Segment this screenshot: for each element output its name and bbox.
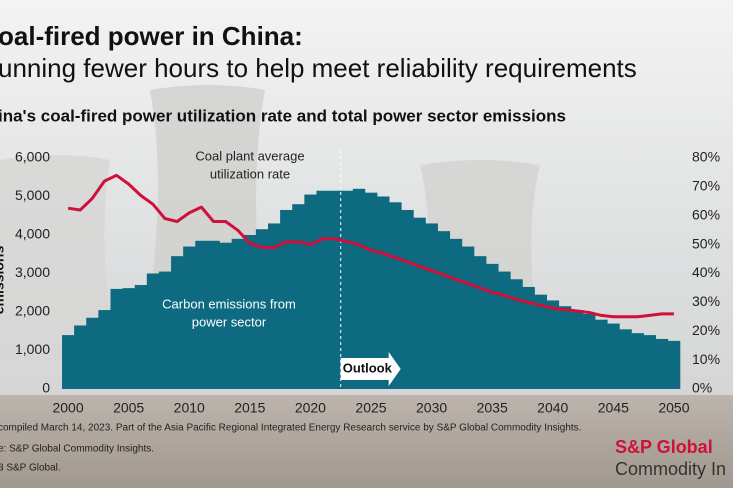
bar [243, 235, 257, 389]
series-label: utilization rate [210, 166, 290, 181]
ground [0, 395, 733, 488]
x-tick-label: 2025 [355, 400, 386, 416]
y2-tick-label: 80% [692, 149, 720, 165]
bar [607, 323, 620, 389]
bar [219, 242, 232, 389]
bar [98, 310, 111, 389]
bar [437, 231, 451, 389]
bar [231, 238, 245, 389]
y-tick-label: 0 [42, 380, 50, 396]
x-tick-label: 2005 [113, 400, 144, 416]
y-tick-label: 5,000 [15, 187, 50, 203]
bar [474, 256, 487, 389]
footer-copyright: 3 S&P Global. [0, 463, 61, 474]
bar [667, 340, 681, 389]
bar [110, 288, 123, 389]
bar [280, 209, 293, 389]
bar [389, 202, 402, 389]
bar [595, 319, 608, 389]
bar [268, 223, 281, 389]
x-tick-label: 2020 [295, 400, 326, 416]
y2-tick-label: 20% [692, 322, 720, 338]
bar [413, 217, 426, 389]
bar [558, 306, 572, 389]
x-tick-label: 2000 [52, 400, 83, 416]
bar [255, 229, 269, 389]
bar [195, 240, 208, 389]
bar [292, 204, 305, 389]
x-tick-label: 2010 [174, 400, 205, 416]
bar [643, 335, 657, 389]
bar [158, 271, 172, 389]
bar [377, 196, 390, 389]
bar [183, 246, 196, 389]
bar [401, 209, 414, 389]
series-label: Carbon emissions from [162, 296, 296, 311]
bar [449, 238, 463, 389]
x-tick-label: 2040 [537, 400, 568, 416]
line [67, 173, 674, 319]
tower [0, 155, 120, 360]
logo-bottom: Commodity In [615, 459, 726, 479]
series-label: Coal plant average [195, 148, 304, 163]
bar [328, 190, 342, 389]
bar [655, 338, 669, 389]
y-axis-label: emissions [0, 246, 7, 315]
bar [522, 286, 535, 389]
plot: Outlook Carbon emissions from power sector… [15, 148, 720, 415]
footer-source: e: S&P Global Commodity Insights. [0, 444, 154, 455]
bar [304, 194, 317, 389]
y2-tick-label: 10% [692, 351, 720, 367]
bar [486, 263, 499, 389]
bar [86, 317, 99, 389]
y2-tick-label: 40% [692, 264, 720, 280]
bar [146, 273, 160, 389]
bar [498, 271, 511, 389]
page-title: oal-fired power in China: [0, 21, 303, 51]
bar [62, 335, 75, 389]
y-tick-label: 3,000 [15, 264, 50, 280]
bar [461, 246, 475, 389]
page-subtitle: unning fewer hours to help meet reliabil… [0, 53, 637, 83]
bar [74, 325, 87, 389]
x-tick-label: 2030 [416, 400, 447, 416]
bar [425, 223, 438, 389]
bar [570, 310, 584, 389]
bar [534, 294, 548, 389]
bar [122, 288, 136, 389]
y2-tick-label: 70% [692, 178, 720, 194]
bar [546, 300, 560, 389]
y2-tick-label: 60% [692, 206, 720, 222]
bar [207, 240, 220, 389]
y-tick-label: 1,000 [15, 341, 50, 357]
bar [583, 313, 596, 389]
bar [316, 190, 329, 389]
footer-note: compiled March 14, 2023. Part of the Asi… [0, 423, 581, 434]
x-tick-label: 2035 [477, 400, 508, 416]
logo-top: S&P Global [615, 437, 713, 457]
outlook-arrow [340, 352, 401, 386]
y2-tick-label: 0% [692, 380, 712, 396]
outlook-label: Outlook [343, 360, 393, 375]
x-tick-label: 2050 [658, 400, 689, 416]
bar [631, 333, 644, 389]
bar [619, 329, 632, 389]
y2-tick-label: 30% [692, 293, 720, 309]
y-tick-label: 6,000 [15, 149, 50, 165]
x-tick-label: 2015 [234, 400, 265, 416]
chart-title: ina's coal-fired power utilization rate … [0, 106, 566, 125]
bar [352, 188, 366, 389]
y-tick-label: 2,000 [15, 303, 50, 319]
bar [171, 256, 184, 389]
y-tick-label: 4,000 [15, 226, 50, 242]
bar [364, 192, 378, 389]
y2-tick-label: 50% [692, 235, 720, 251]
series-label: power sector [192, 314, 267, 329]
x-tick-label: 2045 [598, 400, 629, 416]
bar [510, 279, 523, 389]
bar [134, 285, 148, 389]
